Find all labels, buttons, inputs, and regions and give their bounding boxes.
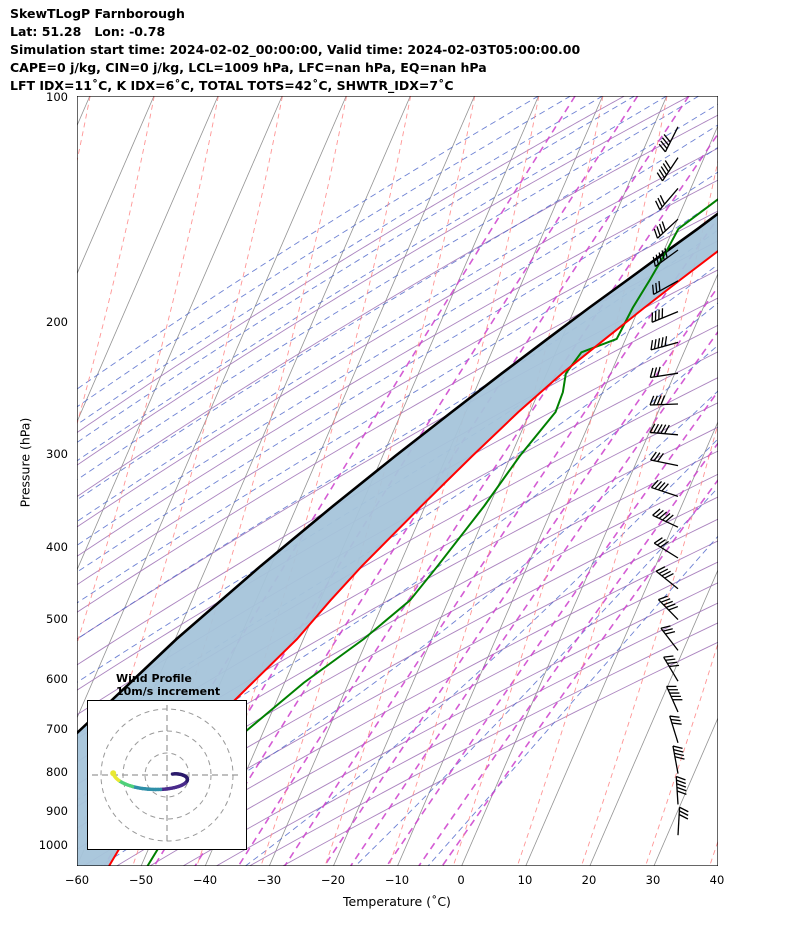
ytick-600: 600 [46,672,68,686]
xtick-20: 20 [581,873,597,887]
x-axis-label: Temperature (˚C) [343,894,451,909]
xtick--20: −20 [320,873,346,887]
ytick-900: 900 [46,804,68,818]
header-times: Simulation start time: 2024-02-02_00:00:… [10,42,581,57]
xtick-10: 10 [517,873,533,887]
ytick-100: 100 [46,90,68,104]
hodograph-title: Wind Profile 10m/s increment [116,672,220,698]
ytick-800: 800 [46,765,68,779]
header-cape-line: CAPE=0 j/kg, CIN=0 j/kg, LCL=1009 hPa, L… [10,60,487,75]
ytick-200: 200 [46,315,68,329]
header-indices-line: LFT IDX=11˚C, K IDX=6˚C, TOTAL TOTS=42˚C… [10,78,454,93]
ytick-300: 300 [46,447,68,461]
xtick-0: 0 [457,873,465,887]
xtick--60: −60 [64,873,90,887]
ytick-1000: 1000 [38,838,68,852]
ytick-400: 400 [46,540,68,554]
ytick-500: 500 [46,612,68,626]
ytick-700: 700 [46,722,68,736]
xtick--10: −10 [384,873,410,887]
y-axis-label: Pressure (hPa) [17,417,33,508]
xtick-40: 40 [709,873,725,887]
header-latlon: Lat: 51.28 Lon: -0.78 [10,24,166,39]
xtick--30: −30 [256,873,282,887]
hodograph-panel: Wind Profile 10m/s increment [87,672,252,850]
hodograph-title-line2: 10m/s increment [116,685,221,698]
xtick--50: −50 [128,873,154,887]
xtick--40: −40 [192,873,218,887]
header-title: SkewTLogP Farnborough [10,6,185,21]
hodograph-box [87,700,247,850]
xtick-30: 30 [645,873,661,887]
hodograph-title-line1: Wind Profile [116,672,192,685]
